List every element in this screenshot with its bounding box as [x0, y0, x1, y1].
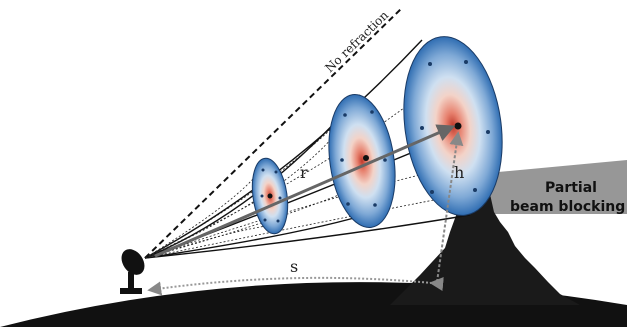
radar-dish-icon	[120, 249, 145, 294]
no-refraction-label: No refraction	[322, 8, 391, 75]
blocking-label-line2: beam blocking	[510, 199, 625, 215]
ground-distance-label: s	[290, 257, 298, 276]
beam-section-mid	[328, 94, 396, 228]
blocking-label-line1: Partial	[545, 180, 597, 196]
beam-section-near	[251, 157, 289, 235]
ground-distance-arrow	[147, 276, 444, 296]
section-grid-points	[260, 60, 490, 223]
range-arrow	[154, 124, 456, 258]
range-label: r	[300, 163, 308, 182]
height-label: h	[454, 163, 464, 182]
